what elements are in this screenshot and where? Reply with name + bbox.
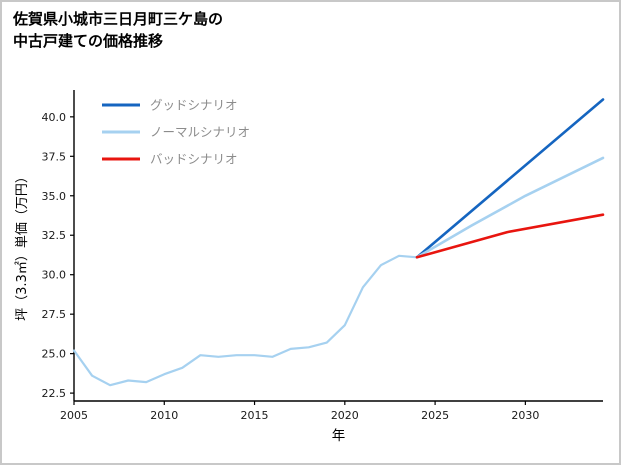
chart-title-line1: 佐賀県小城市三日月町三ケ島の [13,10,224,28]
chart-title: 佐賀県小城市三日月町三ケ島の 中古戸建ての価格推移 [13,9,223,53]
y-tick-label: 25.0 [42,348,67,361]
x-tick-label: 2010 [150,409,178,422]
series-line-good [415,98,605,259]
y-tick-label: 40.0 [42,111,67,124]
y-tick-label: 35.0 [42,190,67,203]
x-tick-label: 2025 [421,409,449,422]
legend-label-1: ノーマルシナリオ [150,125,250,140]
x-tick-label: 2020 [331,409,359,422]
y-tick-label: 32.5 [42,229,67,242]
y-axis-label: 坪（3.3㎡）単価（万円） [14,170,30,321]
chart-title-line2: 中古戸建ての価格推移 [13,31,164,50]
y-tick-label: 22.5 [42,387,67,400]
legend-label-0: グッドシナリオ [150,98,238,113]
y-tick-label: 30.0 [42,269,67,282]
series-line-bad [415,213,605,259]
legend-label-2: バッドシナリオ [150,152,238,167]
x-axis-label: 年 [332,428,346,444]
series-line-normal [415,156,605,259]
x-tick-label: 2005 [60,409,88,422]
series-line-historical [72,254,419,387]
y-tick-label: 27.5 [42,308,67,321]
x-tick-label: 2015 [241,409,269,422]
x-tick-label: 2030 [511,409,539,422]
y-tick-label: 37.5 [42,150,67,163]
